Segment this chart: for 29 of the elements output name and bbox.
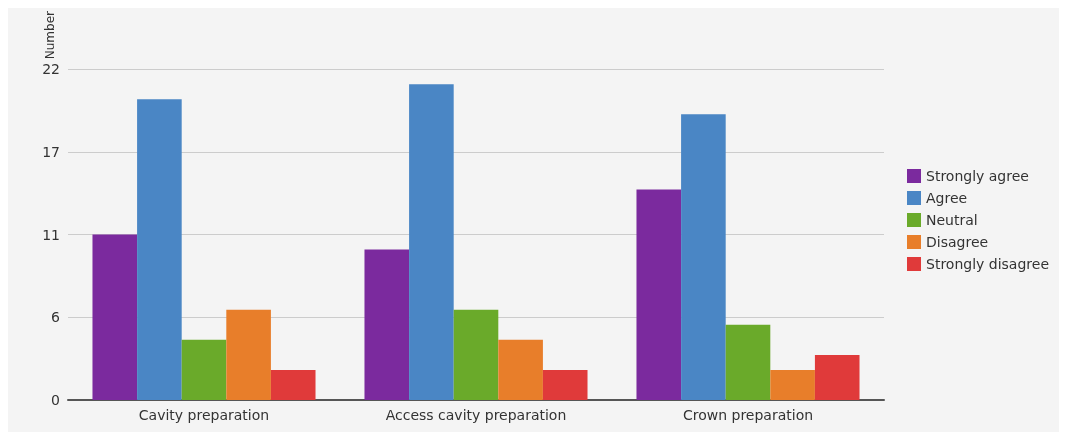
y-tick-label: 17 [42, 143, 60, 160]
x-tick-label: Cavity preparation [138, 407, 270, 423]
legend-label: Disagree [926, 234, 989, 250]
bar [453, 309, 499, 400]
bar [409, 84, 454, 400]
y-tick-label: 0 [51, 392, 60, 408]
bar [542, 369, 588, 400]
x-tick-label: Crown preparation [682, 407, 814, 423]
bar [814, 354, 860, 400]
y-axis-title: Number [43, 10, 57, 60]
bar [92, 234, 138, 400]
bar [498, 339, 543, 400]
y-tick-label: 11 [42, 226, 60, 243]
legend-label: Strongly disagree [926, 256, 1050, 272]
legend-label: Neutral [926, 212, 978, 228]
bar [181, 339, 227, 400]
bar [364, 249, 410, 400]
bar [681, 114, 726, 400]
bar [137, 99, 182, 400]
y-tick-label: 22 [42, 61, 60, 78]
legend-label: Agree [926, 190, 968, 206]
bar [770, 369, 815, 400]
bar [226, 309, 271, 400]
bar [636, 189, 682, 400]
x-tick-label: Access cavity preparation [385, 407, 567, 423]
y-tick-label: 6 [51, 309, 61, 326]
bar [725, 324, 771, 400]
bar [270, 369, 316, 400]
legend-label: Strongly agree [926, 168, 1029, 184]
